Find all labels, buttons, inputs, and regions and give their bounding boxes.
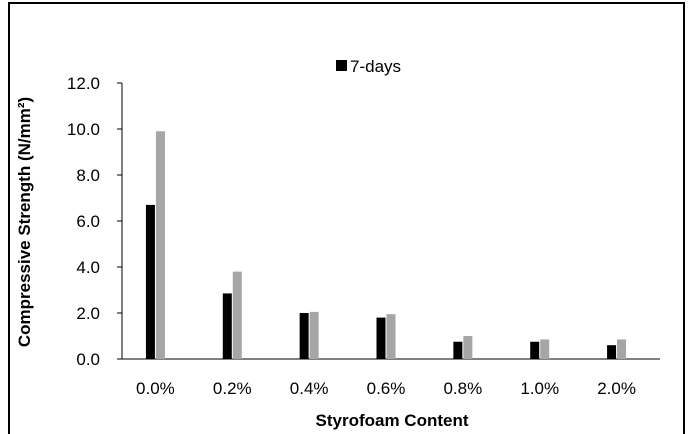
bar-series2-0-4pct	[309, 311, 319, 359]
bar-series1-2-0pct	[607, 345, 617, 359]
bar-series1-0-2pct	[222, 293, 232, 359]
bar-series1-1-0pct	[530, 341, 540, 359]
x-tick-label: 2.0%	[597, 379, 636, 398]
y-tick-label: 4.0	[76, 258, 100, 277]
y-axis-title: Compressive Strength (N/mm²)	[15, 97, 34, 347]
y-tick-label: 12.0	[67, 74, 100, 93]
bar-series2-1-0pct	[540, 339, 550, 359]
x-tick-label: 0.8%	[443, 379, 482, 398]
x-tick-label: 1.0%	[520, 379, 559, 398]
y-tick-label: 10.0	[67, 120, 100, 139]
bar-series2-2-0pct	[617, 339, 627, 359]
y-tick-label: 6.0	[76, 212, 100, 231]
chart-frame	[8, 2, 685, 434]
bar-series1-0-0pct	[145, 204, 155, 359]
bar-series2-0-8pct	[463, 336, 473, 359]
bar-series1-0-6pct	[376, 317, 386, 359]
y-tick-label: 8.0	[76, 166, 100, 185]
bar-series2-0-6pct	[386, 314, 396, 359]
x-tick-label: 0.4%	[290, 379, 329, 398]
bar-series2-0-2pct	[232, 271, 242, 359]
legend: 7-days	[336, 57, 401, 76]
y-tick-label: 2.0	[76, 304, 100, 323]
bar-series2-0-0pct	[155, 131, 165, 359]
bar-series1-0-8pct	[453, 341, 463, 359]
legend-swatch-7-days	[336, 60, 347, 71]
x-tick-label: 0.6%	[367, 379, 406, 398]
x-axis-title: Styrofoam Content	[316, 411, 469, 430]
x-tick-label: 0.2%	[213, 379, 252, 398]
y-tick-label: 0.0	[76, 350, 100, 369]
plot-area: 0.0 2.0 4.0 6.0 8.0 10.0 12.0 0.0% 0.2% 0.4% 0.6% 0…	[67, 74, 660, 398]
legend-label-7-days: 7-days	[350, 57, 401, 76]
x-tick-label: 0.0%	[136, 379, 175, 398]
bar-series1-0-4pct	[299, 313, 309, 359]
